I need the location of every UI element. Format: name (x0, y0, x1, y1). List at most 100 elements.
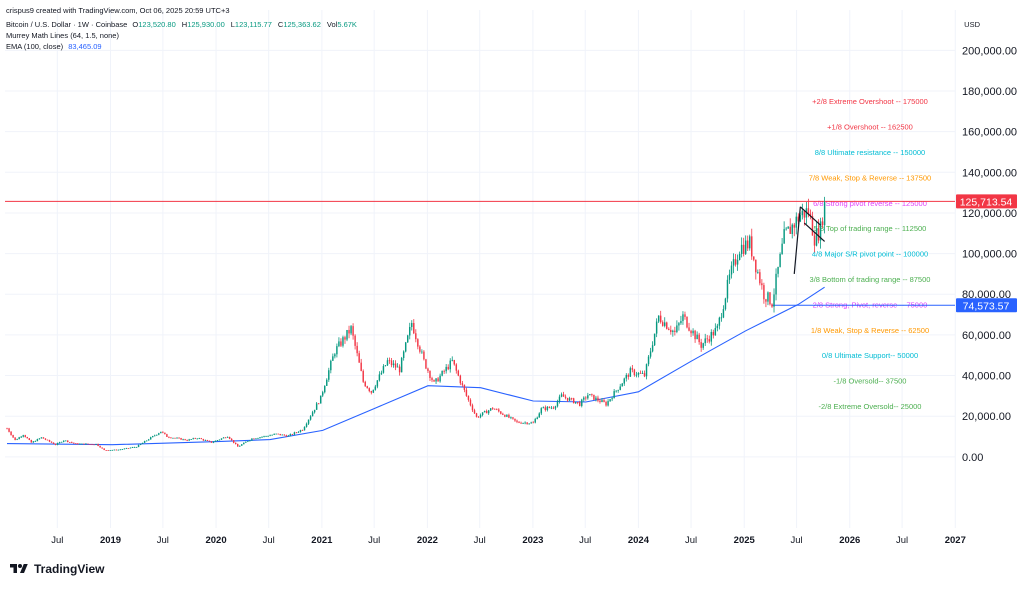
candle-body (255, 438, 257, 440)
x-tick-label: Jul (157, 535, 169, 546)
ohlc-l: L123,115.77 (230, 20, 272, 29)
candle-body (633, 369, 636, 376)
candle-body (226, 436, 229, 438)
x-tick-label: 2023 (522, 535, 543, 546)
candle-body (214, 440, 217, 442)
x-tick-label: 2026 (839, 535, 860, 546)
candle-body (706, 338, 708, 340)
candle-body (326, 379, 328, 386)
candle-body (139, 443, 142, 445)
candle-body (137, 444, 140, 448)
candle-body (10, 431, 12, 436)
candle-body (368, 388, 371, 392)
symbol-header: Bitcoin / U.S. Dollar · 1W · Coinbase O1… (6, 20, 366, 29)
candle-body (734, 259, 737, 265)
candle-body (803, 210, 806, 218)
candle-body (291, 434, 294, 435)
candle-body (528, 423, 530, 425)
candle-body (783, 229, 785, 244)
candle-body (467, 395, 470, 400)
candle-body (738, 254, 741, 260)
candle-body (20, 436, 22, 438)
candle-body (607, 401, 609, 406)
candle-body (443, 370, 445, 372)
candle-body (587, 395, 589, 399)
candle-body (666, 322, 668, 329)
candle-body (797, 216, 800, 222)
candle-body (46, 439, 49, 441)
candle-body (232, 440, 235, 443)
candle-body (546, 406, 549, 410)
candle-body (168, 436, 170, 438)
candle-body (518, 421, 520, 423)
candle-body (791, 224, 793, 234)
candle-body (757, 272, 759, 274)
candle-body (635, 374, 638, 376)
candle-body (664, 322, 666, 326)
x-tick-label: Jul (896, 535, 908, 546)
candle-body (228, 436, 231, 439)
candle-body (34, 441, 37, 442)
indicator-ema-legend[interactable]: EMA (100, close) 83,465.09 (6, 42, 105, 51)
candle-body (293, 432, 296, 435)
candle-body (437, 378, 439, 382)
candle-body (749, 236, 751, 249)
symbol-name[interactable]: Bitcoin / U.S. Dollar · 1W · Coinbase (6, 20, 128, 29)
ohlc-o: O123,520.80 (132, 20, 176, 29)
candle-body (210, 441, 213, 443)
candle-body (307, 419, 310, 424)
price-axis[interactable]: 0.00 20,000.00 40,000.00 60,000.00 80,000.00… (962, 45, 1017, 464)
price-tags: 125,713.54 74,573.57 (956, 194, 1017, 313)
time-axis[interactable]: Jul 2019 Jul 2020 Jul 2021 Jul 2022 Jul 2023 Jul 20… (51, 535, 966, 546)
candle-body (374, 386, 377, 390)
candle-body (477, 416, 480, 418)
candle-body (538, 413, 540, 418)
candle-body (117, 449, 120, 451)
candle-body (105, 450, 107, 451)
candle-body (52, 442, 55, 444)
candle-body (767, 292, 769, 302)
candle-body (623, 378, 625, 384)
candle-body (455, 364, 458, 371)
candle-body (107, 450, 109, 451)
candle-body (299, 430, 302, 432)
candles (6, 196, 826, 451)
candle-body (710, 331, 713, 342)
candle-body (350, 326, 352, 334)
ema-value: 83,465.09 (68, 42, 102, 51)
candle-body (570, 398, 573, 400)
tradingview-logo-text: TradingView (34, 562, 105, 576)
x-tick-label: 2020 (205, 535, 226, 546)
y-tick-label: 0.00 (962, 452, 983, 464)
y-tick-label: 180,000.00 (962, 86, 1017, 98)
flag-upper-line (799, 206, 821, 226)
candle-body (176, 437, 178, 439)
candle-body (269, 435, 271, 437)
candle-body (761, 283, 763, 286)
candle-body (500, 411, 502, 414)
candle-body (273, 433, 275, 435)
candle-body (700, 342, 702, 348)
candle-body (769, 292, 771, 305)
candle-body (433, 380, 435, 382)
candle-body (724, 298, 727, 310)
candle-body (295, 432, 298, 434)
candle-body (178, 437, 180, 439)
candle-body (483, 410, 486, 413)
candle-body (755, 259, 757, 273)
candle-body (690, 330, 692, 334)
candle-body (67, 440, 69, 443)
tradingview-logo[interactable]: TradingView (8, 560, 104, 578)
candle-body (97, 443, 99, 446)
candle-body (421, 351, 423, 353)
candle-body (83, 443, 85, 445)
candle-body (352, 326, 354, 336)
indicator-murrey-legend[interactable]: Murrey Math Lines (64, 1.5, none) (6, 31, 119, 40)
candle-body (382, 366, 385, 373)
candle-body (75, 443, 77, 445)
support-price-tag (956, 298, 1017, 313)
candle-body (247, 441, 249, 443)
candle-body (16, 439, 18, 440)
